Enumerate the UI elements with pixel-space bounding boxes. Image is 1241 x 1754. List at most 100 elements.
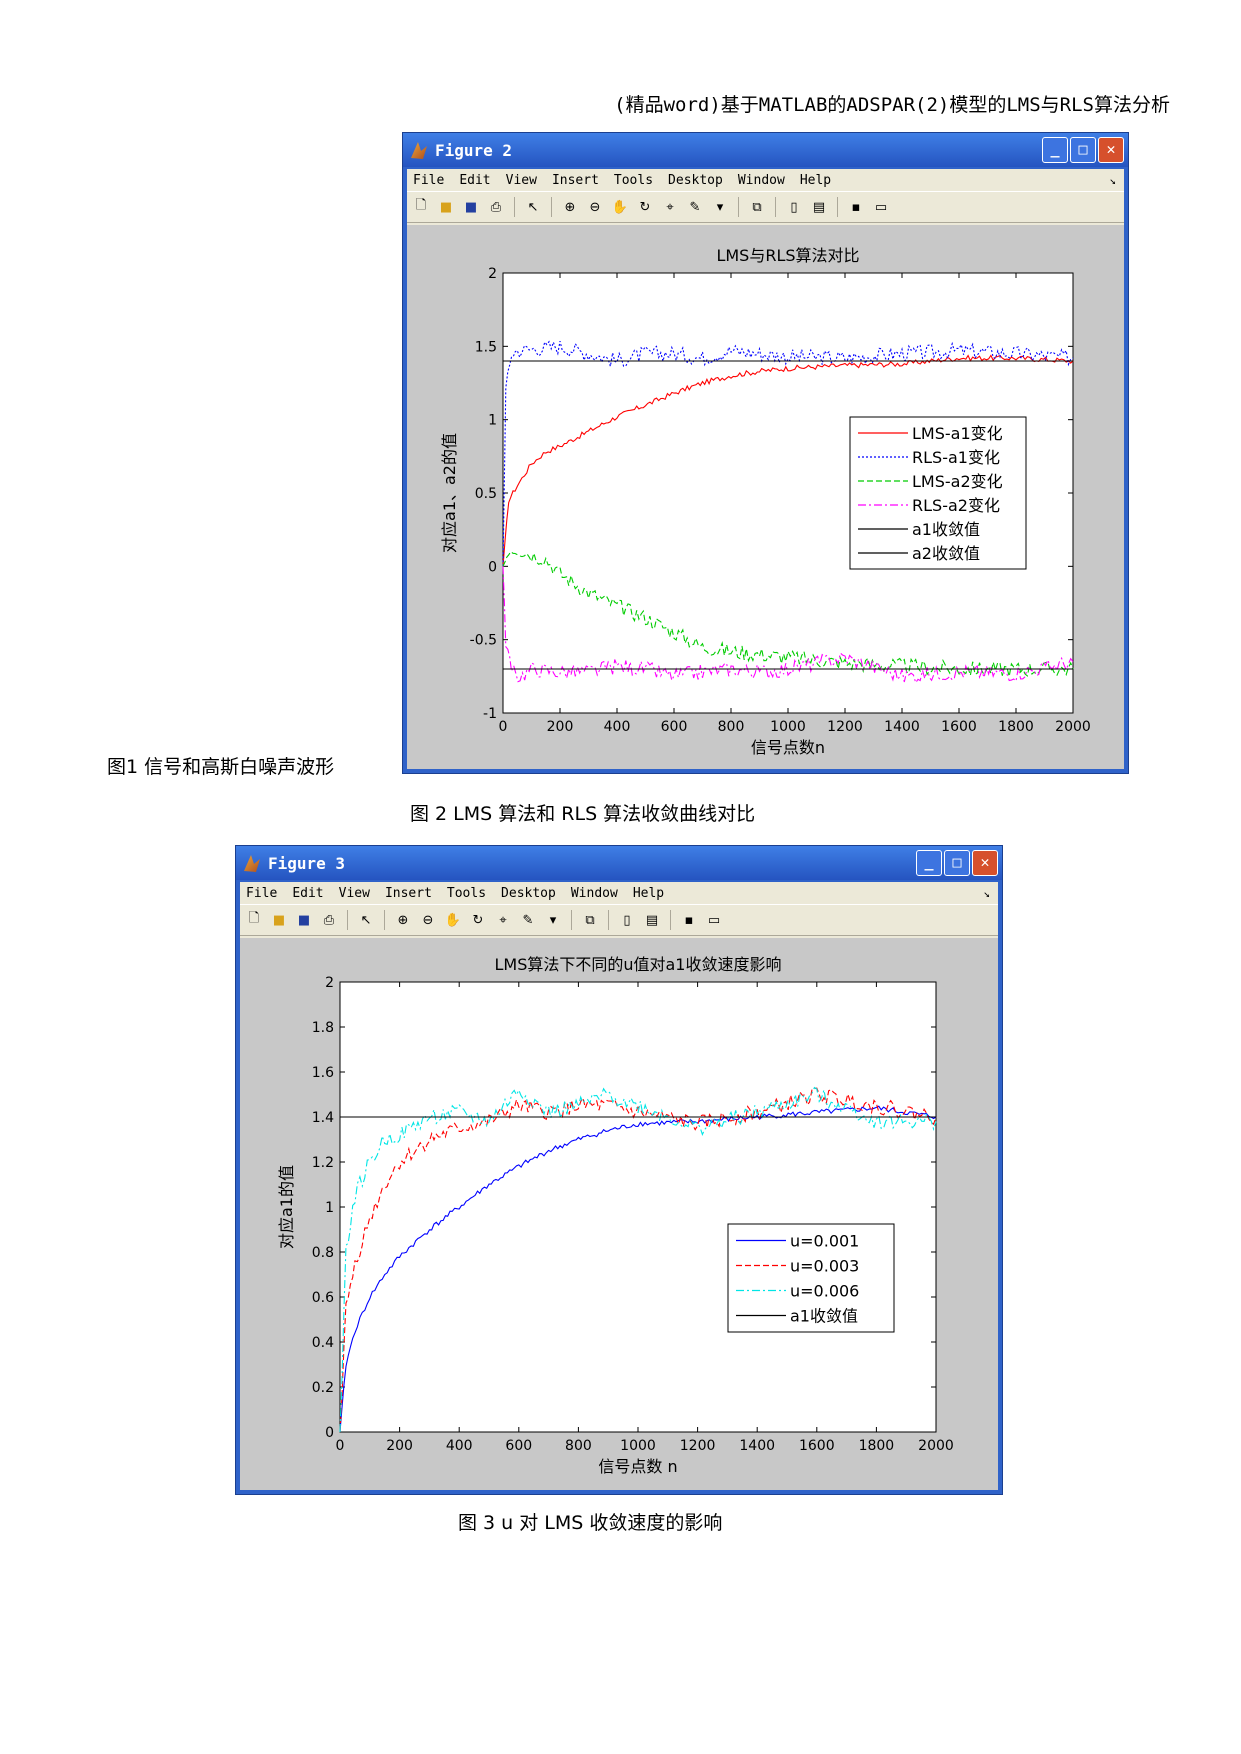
menubar-dock-arrow-icon[interactable]: ↘ <box>983 886 990 900</box>
figure-3-titlebar[interactable]: Figure 3 _ □ ✕ <box>236 846 1002 880</box>
menu-insert[interactable]: Insert <box>384 885 432 901</box>
print-icon[interactable]: ⎙ <box>323 912 335 928</box>
x-tick-label: 2000 <box>1055 719 1091 735</box>
y-tick-label: 2 <box>325 975 334 991</box>
x-tick-label: 400 <box>446 1438 473 1454</box>
menu-file[interactable]: File <box>413 172 445 188</box>
data-cursor-icon[interactable]: ⌖ <box>666 199 674 215</box>
maximize-button[interactable]: □ <box>944 850 970 876</box>
y-tick-label: -0.5 <box>470 633 497 649</box>
series-line-1 <box>502 354 1074 567</box>
figure-3-menubar: File Edit View Insert Tools Desktop Wind… <box>240 882 998 904</box>
close-button[interactable]: ✕ <box>972 850 998 876</box>
zoom-in-icon[interactable]: ⊕ <box>397 912 409 928</box>
close-button[interactable]: ✕ <box>1098 137 1124 163</box>
zoom-out-icon[interactable]: ⊖ <box>589 199 601 215</box>
rotate-3d-icon[interactable]: ↻ <box>472 912 484 928</box>
new-file-icon[interactable]: 🗋 <box>248 911 260 926</box>
dropdown-arrow-icon[interactable]: ▾ <box>716 199 724 215</box>
dropdown-arrow-icon[interactable]: ▾ <box>549 912 557 928</box>
y-tick-label: 1 <box>488 413 497 429</box>
figure-3-toolbar: 🗋 ■ ■ ⎙ ↖ ⊕ ⊖ ✋ ↻ ⌖ ✎ ▾ ⧉ ▯ ▤ ▪ ▭ <box>240 904 998 936</box>
minimize-button[interactable]: _ <box>916 850 942 876</box>
menu-tools[interactable]: Tools <box>613 172 654 188</box>
matlab-logo-icon <box>411 142 427 159</box>
figure-2-caption: 图 2 LMS 算法和 RLS 算法收敛曲线对比 <box>410 803 756 825</box>
legend-label: LMS-a2变化 <box>912 472 1003 491</box>
x-tick-label: 400 <box>604 719 631 735</box>
menu-edit[interactable]: Edit <box>459 172 491 188</box>
series-line-1 <box>339 1105 937 1433</box>
menu-file[interactable]: File <box>246 885 278 901</box>
link-plot-icon[interactable]: ⧉ <box>585 912 595 928</box>
x-tick-label: 1600 <box>799 1438 835 1454</box>
rotate-3d-icon[interactable]: ↻ <box>639 199 651 215</box>
menu-help[interactable]: Help <box>632 885 665 901</box>
menubar-dock-arrow-icon[interactable]: ↘ <box>1109 173 1116 187</box>
save-icon[interactable]: ■ <box>297 912 311 928</box>
hide-plot-tools-icon[interactable]: ▪ <box>851 199 861 215</box>
menu-insert[interactable]: Insert <box>551 172 599 188</box>
menu-view[interactable]: View <box>338 885 370 901</box>
figure-2-window: Figure 2 _ □ ✕ File Edit View Insert Too… <box>402 132 1129 774</box>
menu-edit[interactable]: Edit <box>292 885 324 901</box>
colorbar-icon[interactable]: ▯ <box>790 199 798 215</box>
zoom-in-icon[interactable]: ⊕ <box>564 199 576 215</box>
series-line-2 <box>502 340 1074 567</box>
series-line-3 <box>339 1086 937 1433</box>
open-folder-icon[interactable]: ■ <box>439 199 453 215</box>
legend-box <box>727 1223 895 1333</box>
legend-label: u=0.003 <box>790 1257 859 1276</box>
show-plot-tools-icon[interactable]: ▭ <box>707 912 721 928</box>
link-plot-icon[interactable]: ⧉ <box>752 199 762 215</box>
figure-3-title: Figure 3 <box>268 853 346 873</box>
legend-label: RLS-a2变化 <box>912 496 1000 515</box>
x-tick-label: 600 <box>505 1438 532 1454</box>
colorbar-icon[interactable]: ▯ <box>623 912 631 928</box>
matlab-logo-icon <box>244 855 260 872</box>
new-file-icon[interactable]: 🗋 <box>415 198 427 213</box>
y-tick-label: 1 <box>325 1200 334 1216</box>
menu-desktop[interactable]: Desktop <box>501 885 556 901</box>
figure-2-titlebar[interactable]: Figure 2 _ □ ✕ <box>403 133 1128 167</box>
document-header: (精品word)基于MATLAB的ADSPAR(2)模型的LMS与RLS算法分析 <box>614 94 1170 116</box>
brush-icon[interactable]: ✎ <box>522 912 534 928</box>
pan-hand-icon[interactable]: ✋ <box>444 912 462 928</box>
x-tick-label: 1200 <box>827 719 863 735</box>
y-tick-label: 0 <box>325 1425 334 1441</box>
maximize-button[interactable]: □ <box>1070 137 1096 163</box>
y-tick-label: 0.2 <box>312 1380 334 1396</box>
menu-help[interactable]: Help <box>799 172 832 188</box>
x-tick-label: 1800 <box>998 719 1034 735</box>
minimize-button[interactable]: _ <box>1042 137 1068 163</box>
legend-icon[interactable]: ▤ <box>812 199 826 215</box>
chart-title: LMS与RLS算法对比 <box>716 246 859 265</box>
pointer-icon[interactable]: ↖ <box>527 199 539 215</box>
x-tick-label: 1200 <box>680 1438 716 1454</box>
x-tick-label: 1000 <box>620 1438 656 1454</box>
brush-icon[interactable]: ✎ <box>689 199 701 215</box>
menu-view[interactable]: View <box>505 172 537 188</box>
show-plot-tools-icon[interactable]: ▭ <box>874 199 888 215</box>
menu-desktop[interactable]: Desktop <box>668 172 723 188</box>
zoom-out-icon[interactable]: ⊖ <box>422 912 434 928</box>
series-line-3 <box>502 550 1074 677</box>
save-icon[interactable]: ■ <box>464 199 478 215</box>
menu-window[interactable]: Window <box>737 172 785 188</box>
menu-tools[interactable]: Tools <box>446 885 487 901</box>
y-tick-label: 0 <box>488 559 497 575</box>
figure-1-caption: 图1 信号和高斯白噪声波形 <box>107 756 335 778</box>
pointer-icon[interactable]: ↖ <box>360 912 372 928</box>
figure-3-plot-area: LMS算法下不同的u值对a1收敛速度影响 信号点数 n 对应a1的值 0 200 400 6… <box>240 938 998 1490</box>
y-axis-label: 对应a1、a2的值 <box>440 433 459 553</box>
menu-window[interactable]: Window <box>570 885 618 901</box>
data-cursor-icon[interactable]: ⌖ <box>499 912 507 928</box>
hide-plot-tools-icon[interactable]: ▪ <box>684 912 694 928</box>
open-folder-icon[interactable]: ■ <box>272 912 286 928</box>
pan-hand-icon[interactable]: ✋ <box>611 199 629 215</box>
legend-icon[interactable]: ▤ <box>645 912 659 928</box>
x-tick-label: 0 <box>499 719 508 735</box>
print-icon[interactable]: ⎙ <box>490 199 502 215</box>
